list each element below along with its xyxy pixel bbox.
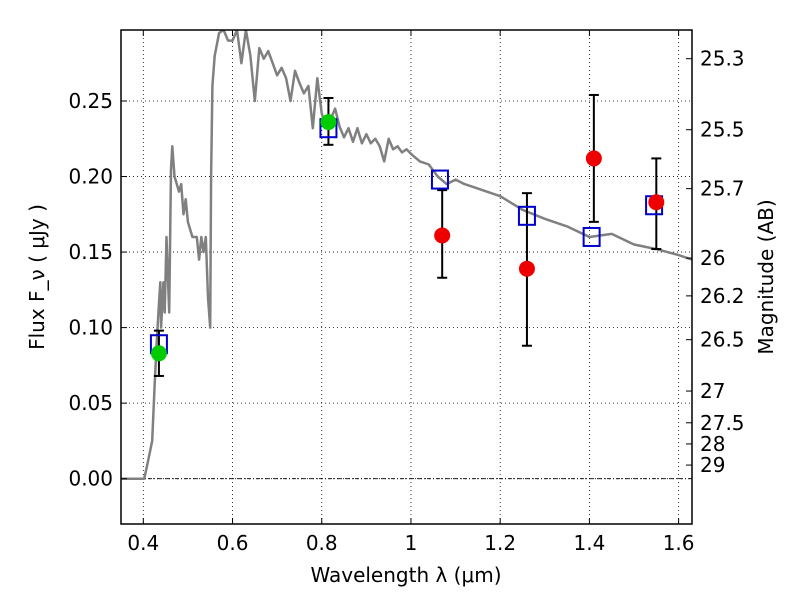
photometry-point [518,260,535,277]
y-tick-label: 0.05 [68,391,113,415]
right-tick-label: 25.5 [700,118,745,142]
model-square-point [430,169,449,190]
y-tick-label: 0.00 [68,467,113,491]
right-tick-label: 29 [700,453,725,477]
y-tick-label: 0.15 [68,240,113,264]
right-tick-label: 26 [700,246,725,270]
right-axis-label: Magnitude (AB) [754,199,778,354]
x-tick-label: 1.2 [484,531,516,555]
x-tick-label: 1.4 [573,531,605,555]
photometry-point [648,194,665,211]
model-square-point [517,205,536,226]
right-tick-label: 27.5 [700,411,745,435]
right-tick-label: 26.5 [700,328,745,352]
photometry-point [434,227,451,244]
y-tick-label: 0.10 [68,316,113,340]
x-tick-label: 0.6 [217,531,249,555]
template-spectrum-line [121,30,692,480]
right-tick-label: 25.3 [700,47,745,71]
x-tick-label: 0.8 [306,531,338,555]
axis-ticks: 0.4 0.6 0.8 1 1.2 1.4 1.6 0.00 0.05 0.10 0.15 0.20 0… [68,30,745,555]
right-tick-label: 25.7 [700,177,745,201]
right-tick-label: 28 [700,432,725,456]
x-tick-label: 1 [405,531,418,555]
x-tick-label: 0.4 [127,531,159,555]
plot-series [121,30,692,480]
x-axis-label: Wavelength λ (μm) [310,563,501,587]
detection-point [150,345,167,362]
right-tick-label: 27 [700,379,725,403]
x-tick-label: 1.6 [663,531,695,555]
y-tick-label: 0.20 [68,165,113,189]
plot-frame [120,29,693,525]
model-square-point [582,226,601,247]
detection-point [320,114,337,131]
y-axis-label: Flux F_ν ( μJy ) [25,204,49,350]
y-tick-label: 0.25 [68,89,113,113]
photometry-point [585,150,602,167]
right-tick-label: 26.2 [700,284,745,308]
